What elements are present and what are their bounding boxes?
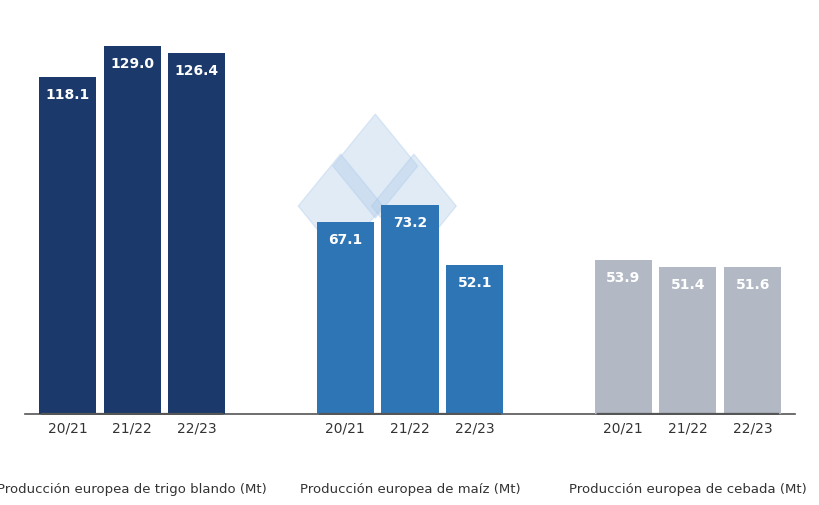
Text: 52.1: 52.1 bbox=[457, 276, 491, 289]
Text: Producción europea de maíz (Mt): Producción europea de maíz (Mt) bbox=[299, 482, 520, 495]
Bar bbox=[168, 54, 225, 414]
Text: 51.6: 51.6 bbox=[735, 277, 769, 291]
Text: 118.1: 118.1 bbox=[45, 87, 89, 102]
Bar bbox=[446, 266, 503, 414]
Text: 126.4: 126.4 bbox=[174, 64, 219, 78]
Bar bbox=[594, 261, 651, 414]
Polygon shape bbox=[371, 155, 455, 259]
Bar bbox=[316, 223, 373, 414]
Polygon shape bbox=[333, 115, 417, 219]
Bar bbox=[723, 267, 781, 414]
Text: Producción europea de cebada (Mt): Producción europea de cebada (Mt) bbox=[568, 482, 806, 495]
Text: 129.0: 129.0 bbox=[110, 57, 154, 70]
Bar bbox=[658, 268, 716, 414]
Polygon shape bbox=[298, 155, 382, 259]
Text: 73.2: 73.2 bbox=[392, 216, 427, 229]
Bar bbox=[381, 206, 438, 414]
Text: 53.9: 53.9 bbox=[605, 271, 640, 284]
Bar bbox=[103, 46, 161, 414]
Text: Producción europea de trigo blando (Mt): Producción europea de trigo blando (Mt) bbox=[0, 482, 267, 495]
Bar bbox=[38, 78, 96, 414]
Text: 67.1: 67.1 bbox=[328, 233, 362, 247]
Text: 51.4: 51.4 bbox=[670, 278, 704, 291]
